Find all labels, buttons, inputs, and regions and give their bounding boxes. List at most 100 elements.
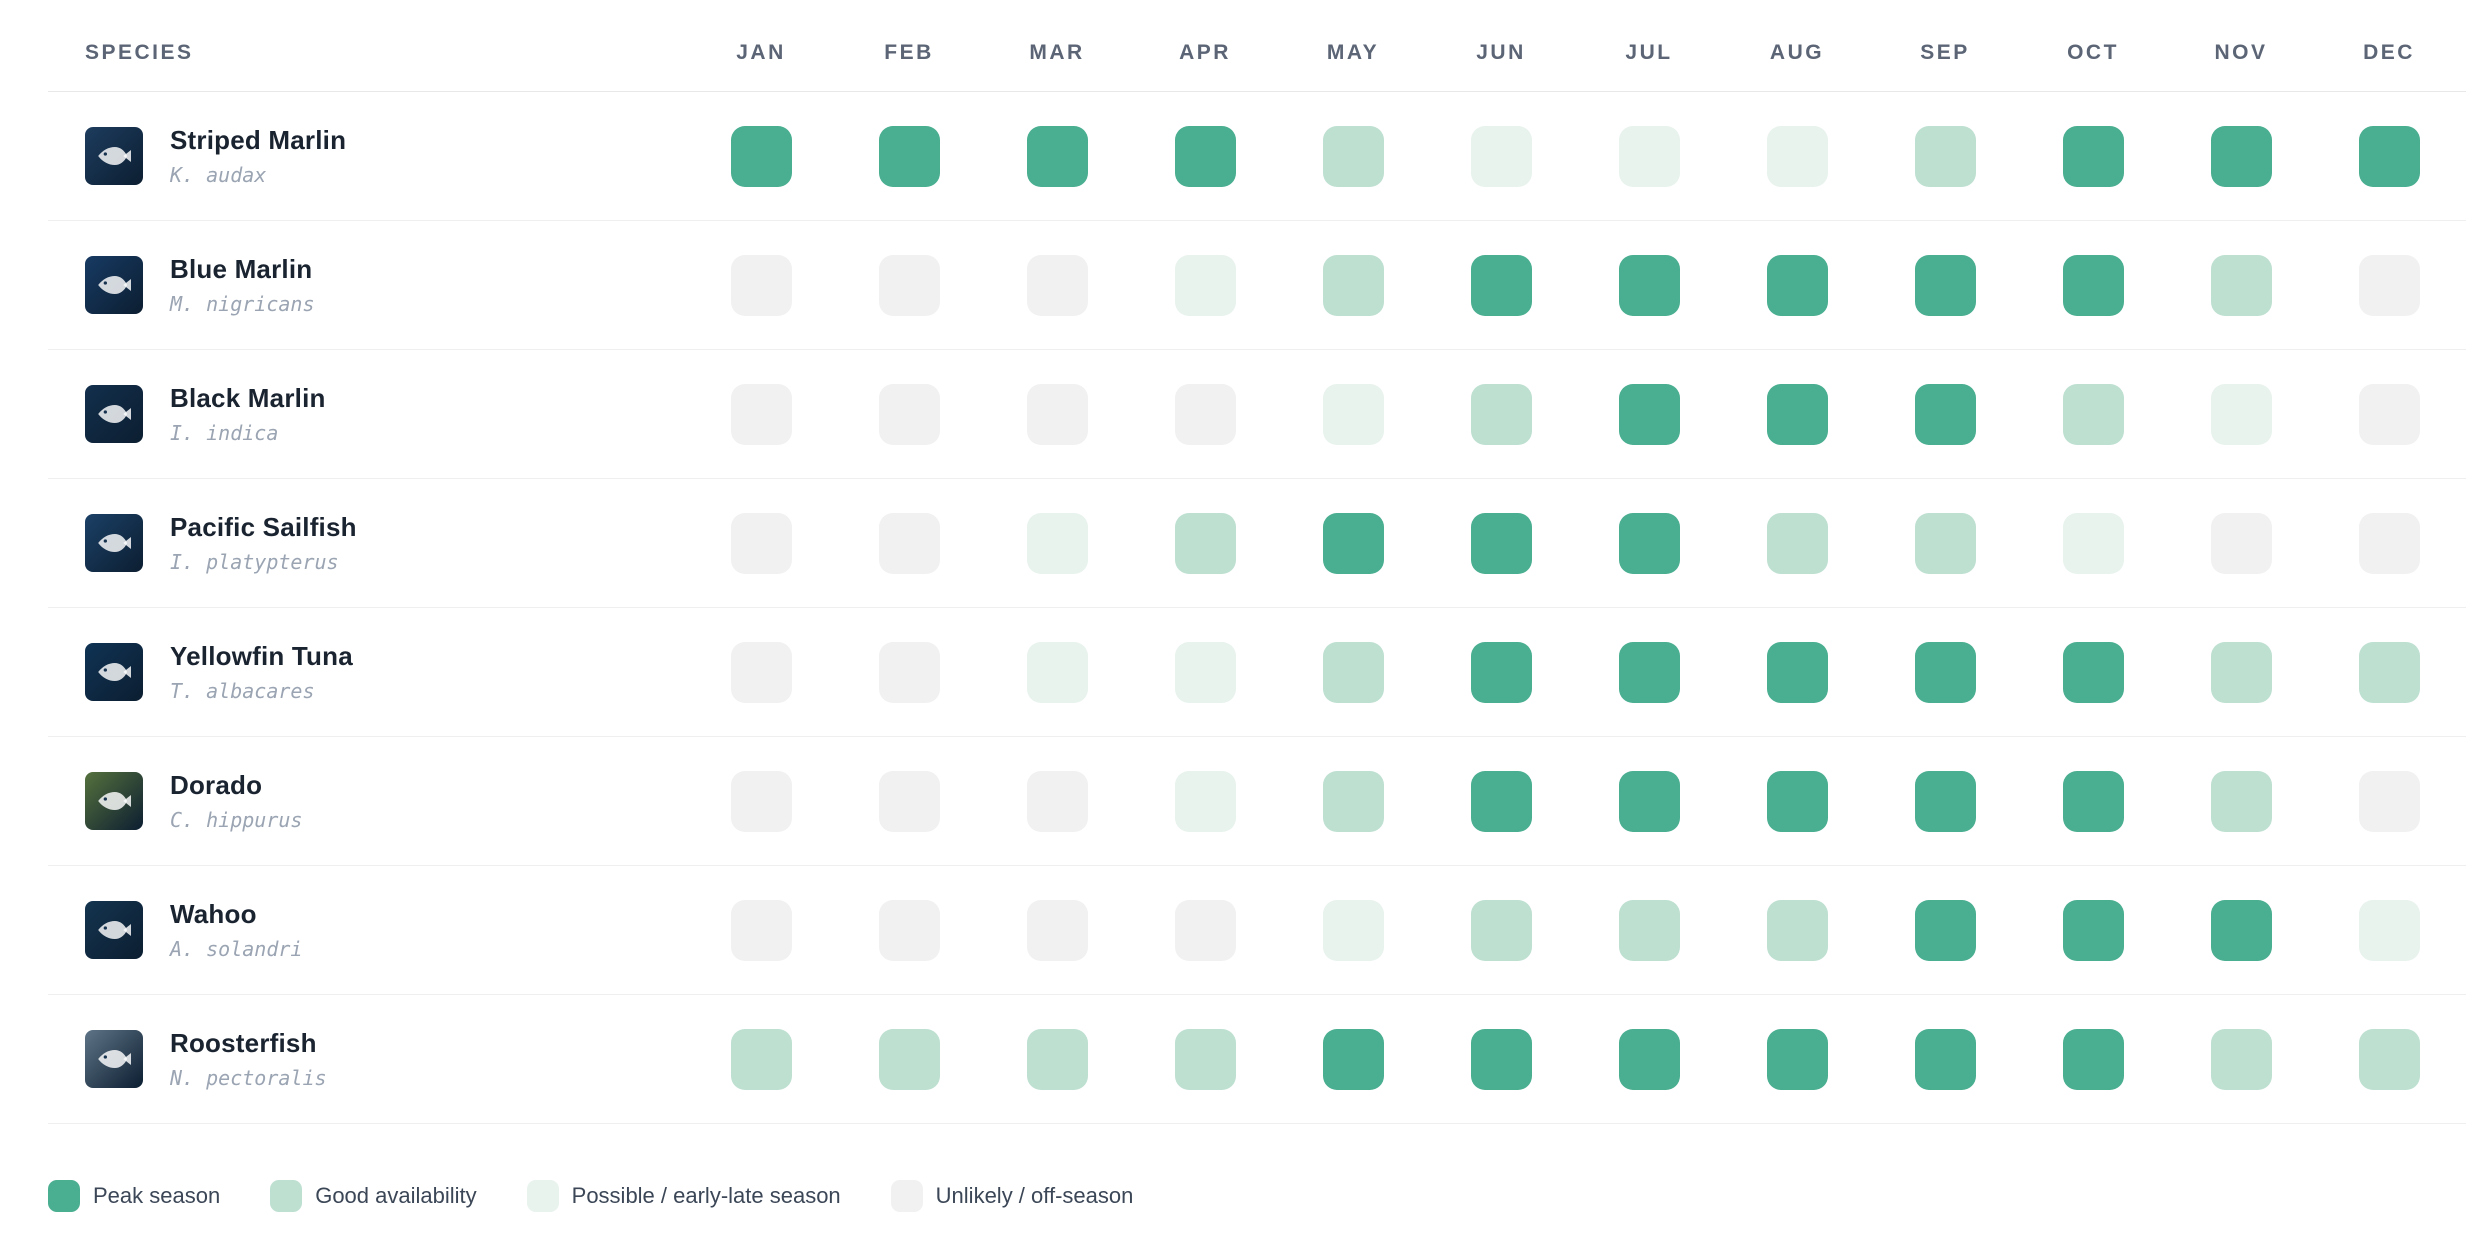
availability-cell: [1174, 641, 1236, 703]
availability-cell: [730, 125, 792, 187]
month-cell: [1575, 383, 1723, 445]
month-cell: [1871, 641, 2019, 703]
month-cell: [687, 512, 835, 574]
availability-cell: [2358, 125, 2420, 187]
species-row: Roosterfish N. pectoralis: [48, 995, 2466, 1124]
month-cell: [1723, 125, 1871, 187]
month-cell: [983, 899, 1131, 961]
species-scientific-name: T. albacares: [170, 679, 315, 703]
availability-cell: [1470, 770, 1532, 832]
species-name-block: Roosterfish N. pectoralis: [143, 1028, 687, 1090]
month-cell: [2315, 125, 2463, 187]
species-photo: [85, 127, 143, 185]
month-cell: [2019, 641, 2167, 703]
month-cell: [983, 641, 1131, 703]
species-scientific-name: C. hippurus: [170, 808, 303, 832]
availability-cell: [1026, 383, 1088, 445]
availability-cell: [1026, 512, 1088, 574]
month-cell: [835, 1028, 983, 1090]
species-photo: [85, 643, 143, 701]
availability-cell: [878, 383, 940, 445]
species-name: Black Marlin: [170, 383, 326, 413]
availability-cell: [1766, 641, 1828, 703]
month-cell: [1575, 1028, 1723, 1090]
month-cell: [835, 770, 983, 832]
availability-cell: [1026, 254, 1088, 316]
availability-cell: [1914, 254, 1976, 316]
availability-cell: [2358, 641, 2420, 703]
month-cell: [2167, 383, 2315, 445]
month-cell: [835, 383, 983, 445]
fish-icon: [98, 147, 131, 165]
month-cell: [2167, 1028, 2315, 1090]
availability-cell: [1174, 512, 1236, 574]
species-row: Blue Marlin M. nigricans: [48, 221, 2466, 350]
month-cell: [835, 512, 983, 574]
species-row: Striped Marlin K. audax: [48, 92, 2466, 221]
month-cell: [1427, 254, 1575, 316]
month-cell: [1723, 512, 1871, 574]
species-scientific-name: N. pectoralis: [170, 1066, 327, 1090]
availability-cell: [1174, 383, 1236, 445]
species-name-block: Blue Marlin M. nigricans: [143, 254, 687, 316]
availability-cell: [1174, 254, 1236, 316]
legend-swatch: [526, 1180, 559, 1212]
month-cell: [1871, 899, 2019, 961]
availability-cell: [1470, 125, 1532, 187]
month-cell: [1723, 383, 1871, 445]
legend-swatch: [890, 1180, 923, 1212]
legend-item: Possible / early-late season: [526, 1180, 841, 1212]
species-name-block: Dorado C. hippurus: [143, 770, 687, 832]
availability-cell: [1322, 383, 1384, 445]
availability-cell: [1766, 512, 1828, 574]
month-cell: [1279, 125, 1427, 187]
availability-cell: [1174, 125, 1236, 187]
species-row: Yellowfin Tuna T. albacares: [48, 608, 2466, 737]
month-header: JAN: [736, 40, 786, 64]
month-header: MAY: [1326, 40, 1380, 64]
month-cell: [1427, 383, 1575, 445]
species-name: Yellowfin Tuna: [170, 641, 353, 671]
legend-item: Peak season: [48, 1180, 220, 1212]
availability-cell: [1618, 125, 1680, 187]
availability-cell: [1766, 125, 1828, 187]
legend-swatch: [270, 1180, 303, 1212]
availability-cell: [1618, 383, 1680, 445]
month-cell: [2019, 125, 2167, 187]
species-photo: [85, 256, 143, 314]
availability-cell: [2358, 770, 2420, 832]
availability-cell: [1914, 1028, 1976, 1090]
availability-cell: [1322, 254, 1384, 316]
month-cell: [1871, 254, 2019, 316]
month-header: NOV: [2214, 40, 2268, 64]
availability-cell: [730, 512, 792, 574]
month-cell: [1723, 770, 1871, 832]
availability-cell: [1914, 641, 1976, 703]
month-cell: [835, 254, 983, 316]
availability-cell: [1026, 1028, 1088, 1090]
availability-cell: [878, 641, 940, 703]
legend: Peak season Good availability Possible / e…: [48, 1180, 2466, 1212]
availability-cell: [1470, 512, 1532, 574]
availability-cell: [1322, 125, 1384, 187]
month-cell: [835, 899, 983, 961]
month-cell: [2167, 254, 2315, 316]
month-cell: [1575, 125, 1723, 187]
availability-cell: [1914, 770, 1976, 832]
availability-cell: [1322, 1028, 1384, 1090]
species-scientific-name: K. audax: [170, 163, 267, 187]
month-cell: [1723, 254, 1871, 316]
month-cell: [1723, 899, 1871, 961]
availability-cell: [1618, 899, 1680, 961]
month-cell: [983, 1028, 1131, 1090]
month-header: MAR: [1029, 40, 1085, 64]
month-cell: [687, 383, 835, 445]
month-cell: [1427, 125, 1575, 187]
legend-item: Unlikely / off-season: [890, 1180, 1133, 1212]
availability-cell: [1914, 125, 1976, 187]
month-cell: [1279, 383, 1427, 445]
month-cell: [2315, 383, 2463, 445]
species-row: Black Marlin I. indica: [48, 350, 2466, 479]
month-cell: [687, 770, 835, 832]
species-row: Pacific Sailfish I. platypterus: [48, 479, 2466, 608]
